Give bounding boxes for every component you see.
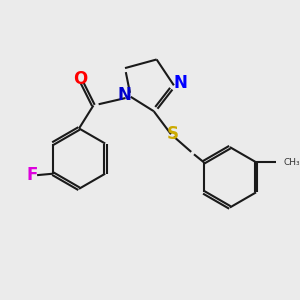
Text: O: O <box>73 70 88 88</box>
Text: N: N <box>118 85 131 103</box>
Text: CH₃: CH₃ <box>283 158 300 167</box>
Text: S: S <box>167 125 178 143</box>
Text: F: F <box>26 166 38 184</box>
Text: N: N <box>173 74 187 92</box>
